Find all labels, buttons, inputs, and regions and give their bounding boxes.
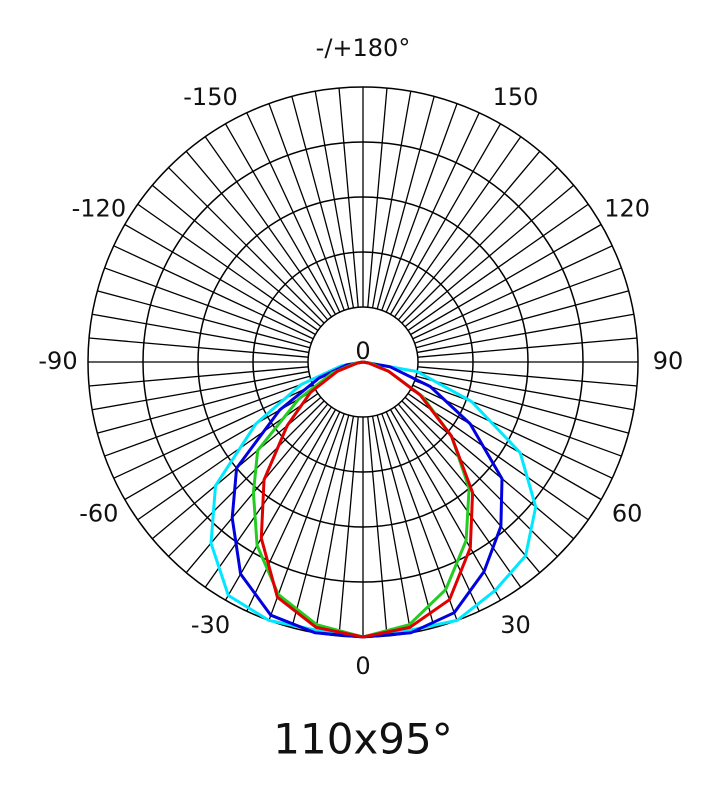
theta-tick-label: -30 (191, 611, 230, 639)
center-label: 0 (355, 337, 370, 365)
theta-tick-label: -60 (79, 500, 118, 528)
theta-tick-label: 0 (355, 652, 370, 680)
theta-tick-label: 90 (653, 347, 684, 375)
theta-tick-label: 30 (500, 611, 531, 639)
ring-grid-line (252, 251, 474, 473)
theta-tick-label: 120 (604, 195, 650, 223)
theta-tick-label: -90 (38, 347, 77, 375)
theta-tick-label: -120 (72, 195, 126, 223)
theta-tick-label: 150 (493, 83, 539, 111)
series-line (209, 360, 538, 639)
theta-tick-label: -/+180° (316, 34, 411, 62)
ring-grid-line (307, 306, 419, 418)
chart-title: 110x95° (273, 715, 452, 764)
series-line (259, 360, 475, 639)
theta-tick-label: 60 (612, 500, 643, 528)
ring-grid-line (197, 196, 529, 528)
theta-tick-label: -150 (183, 83, 237, 111)
ring-grid-line (142, 141, 584, 583)
